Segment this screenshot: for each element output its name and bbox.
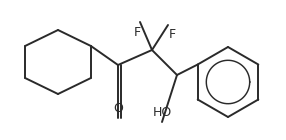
Text: HO: HO — [152, 107, 172, 120]
Text: F: F — [168, 29, 176, 41]
Text: F: F — [134, 25, 140, 38]
Text: O: O — [113, 102, 123, 115]
